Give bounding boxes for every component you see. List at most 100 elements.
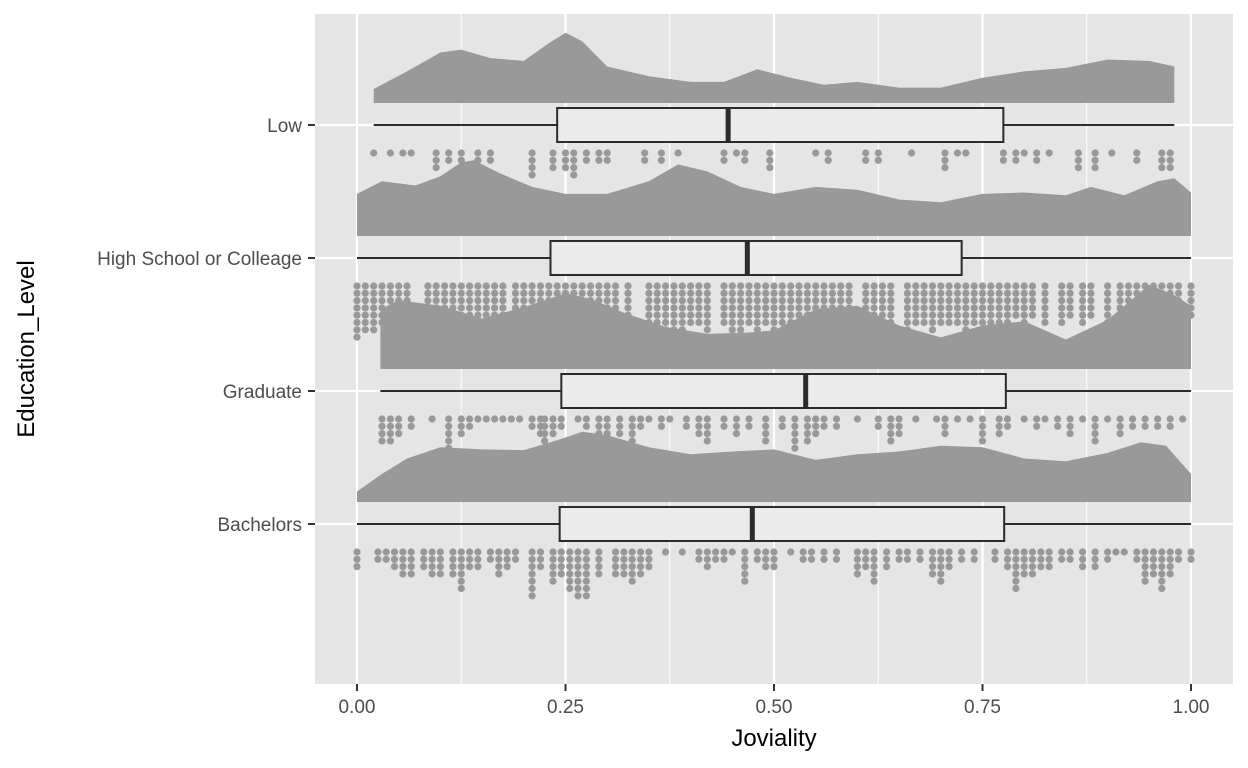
data-dot bbox=[628, 570, 636, 578]
data-dot bbox=[666, 415, 674, 423]
data-dot bbox=[703, 548, 711, 556]
data-dot bbox=[695, 289, 703, 297]
data-dot bbox=[511, 297, 520, 305]
data-dot bbox=[762, 282, 770, 290]
data-dot bbox=[1133, 548, 1141, 556]
data-dot bbox=[745, 415, 753, 423]
data-dot bbox=[912, 282, 920, 290]
data-dot bbox=[353, 326, 361, 334]
data-dot bbox=[674, 149, 682, 157]
data-dot bbox=[624, 289, 632, 297]
data-dot bbox=[528, 555, 536, 563]
data-dot bbox=[536, 563, 545, 571]
data-dot bbox=[574, 570, 582, 578]
data-dot bbox=[582, 422, 591, 430]
data-dot bbox=[1133, 282, 1141, 290]
data-dot bbox=[1104, 311, 1112, 319]
data-dot bbox=[449, 289, 457, 297]
data-dot bbox=[1020, 563, 1028, 571]
data-dot bbox=[720, 311, 728, 319]
data-dot bbox=[611, 548, 620, 556]
data-dot bbox=[1158, 555, 1166, 563]
data-dot bbox=[361, 304, 369, 312]
data-dot bbox=[912, 304, 920, 312]
data-dot bbox=[1041, 282, 1049, 290]
data-dot bbox=[428, 570, 436, 578]
data-dot bbox=[916, 548, 924, 556]
data-dot bbox=[549, 149, 557, 157]
data-dot bbox=[712, 555, 720, 563]
data-dot bbox=[1041, 289, 1049, 297]
data-dot bbox=[641, 149, 649, 157]
data-dot bbox=[695, 311, 703, 319]
data-dot bbox=[895, 548, 903, 556]
data-dot bbox=[491, 297, 499, 305]
data-dot bbox=[503, 555, 511, 563]
data-dot bbox=[474, 297, 482, 305]
data-dot bbox=[611, 555, 620, 563]
data-dot bbox=[870, 577, 878, 585]
data-dot bbox=[962, 297, 970, 305]
data-dot bbox=[1087, 297, 1095, 305]
data-dot bbox=[616, 430, 624, 438]
data-dot bbox=[395, 430, 403, 438]
data-dot bbox=[557, 415, 565, 423]
data-dot bbox=[1149, 555, 1158, 563]
data-dot bbox=[595, 289, 603, 297]
data-dot bbox=[1087, 311, 1095, 319]
data-dot bbox=[491, 289, 499, 297]
data-dot bbox=[1179, 415, 1187, 423]
data-dot bbox=[1174, 289, 1183, 297]
data-dot bbox=[662, 318, 670, 327]
y-tick-label: Low bbox=[267, 116, 302, 137]
data-dot bbox=[812, 430, 820, 438]
dot-rain bbox=[353, 548, 1195, 600]
data-dot bbox=[732, 415, 741, 423]
data-dot bbox=[1079, 563, 1087, 571]
data-dot bbox=[874, 156, 882, 164]
data-dot bbox=[432, 156, 440, 164]
data-dot bbox=[1116, 430, 1124, 438]
data-dot bbox=[920, 318, 928, 327]
data-dot bbox=[657, 415, 666, 423]
data-dot bbox=[1091, 422, 1099, 430]
data-dot bbox=[832, 548, 841, 556]
data-dot bbox=[937, 555, 945, 563]
data-dot bbox=[695, 548, 703, 556]
data-dot bbox=[511, 548, 520, 556]
data-dot bbox=[1141, 577, 1149, 585]
data-dot bbox=[595, 570, 603, 578]
data-dot bbox=[1166, 415, 1174, 423]
box-iqr bbox=[558, 506, 1006, 542]
data-dot bbox=[745, 311, 753, 319]
data-dot bbox=[870, 304, 878, 312]
data-dot bbox=[1108, 149, 1116, 157]
data-dot bbox=[962, 318, 970, 327]
data-dot bbox=[970, 311, 978, 319]
data-dot bbox=[762, 415, 770, 423]
data-dot bbox=[386, 437, 394, 445]
data-dot bbox=[1066, 311, 1074, 319]
data-dot bbox=[945, 304, 953, 312]
data-dot bbox=[1066, 422, 1074, 430]
data-dot bbox=[1079, 304, 1087, 312]
data-dot bbox=[820, 415, 828, 423]
data-dot bbox=[557, 422, 565, 430]
data-dot bbox=[670, 282, 678, 290]
data-dot bbox=[1158, 149, 1166, 157]
data-dot bbox=[999, 149, 1008, 157]
data-dot bbox=[495, 548, 503, 556]
data-dot bbox=[549, 577, 557, 585]
box-iqr bbox=[556, 107, 1005, 143]
data-dot bbox=[474, 289, 482, 297]
data-dot bbox=[828, 297, 837, 305]
data-dot bbox=[937, 577, 945, 585]
data-dot bbox=[570, 156, 578, 164]
data-dot bbox=[820, 289, 828, 297]
data-dot bbox=[1133, 156, 1141, 164]
data-dot bbox=[778, 415, 786, 423]
data-dot bbox=[370, 289, 378, 297]
data-dot bbox=[399, 149, 407, 157]
density-cloud bbox=[357, 431, 1191, 502]
data-dot bbox=[616, 422, 624, 430]
